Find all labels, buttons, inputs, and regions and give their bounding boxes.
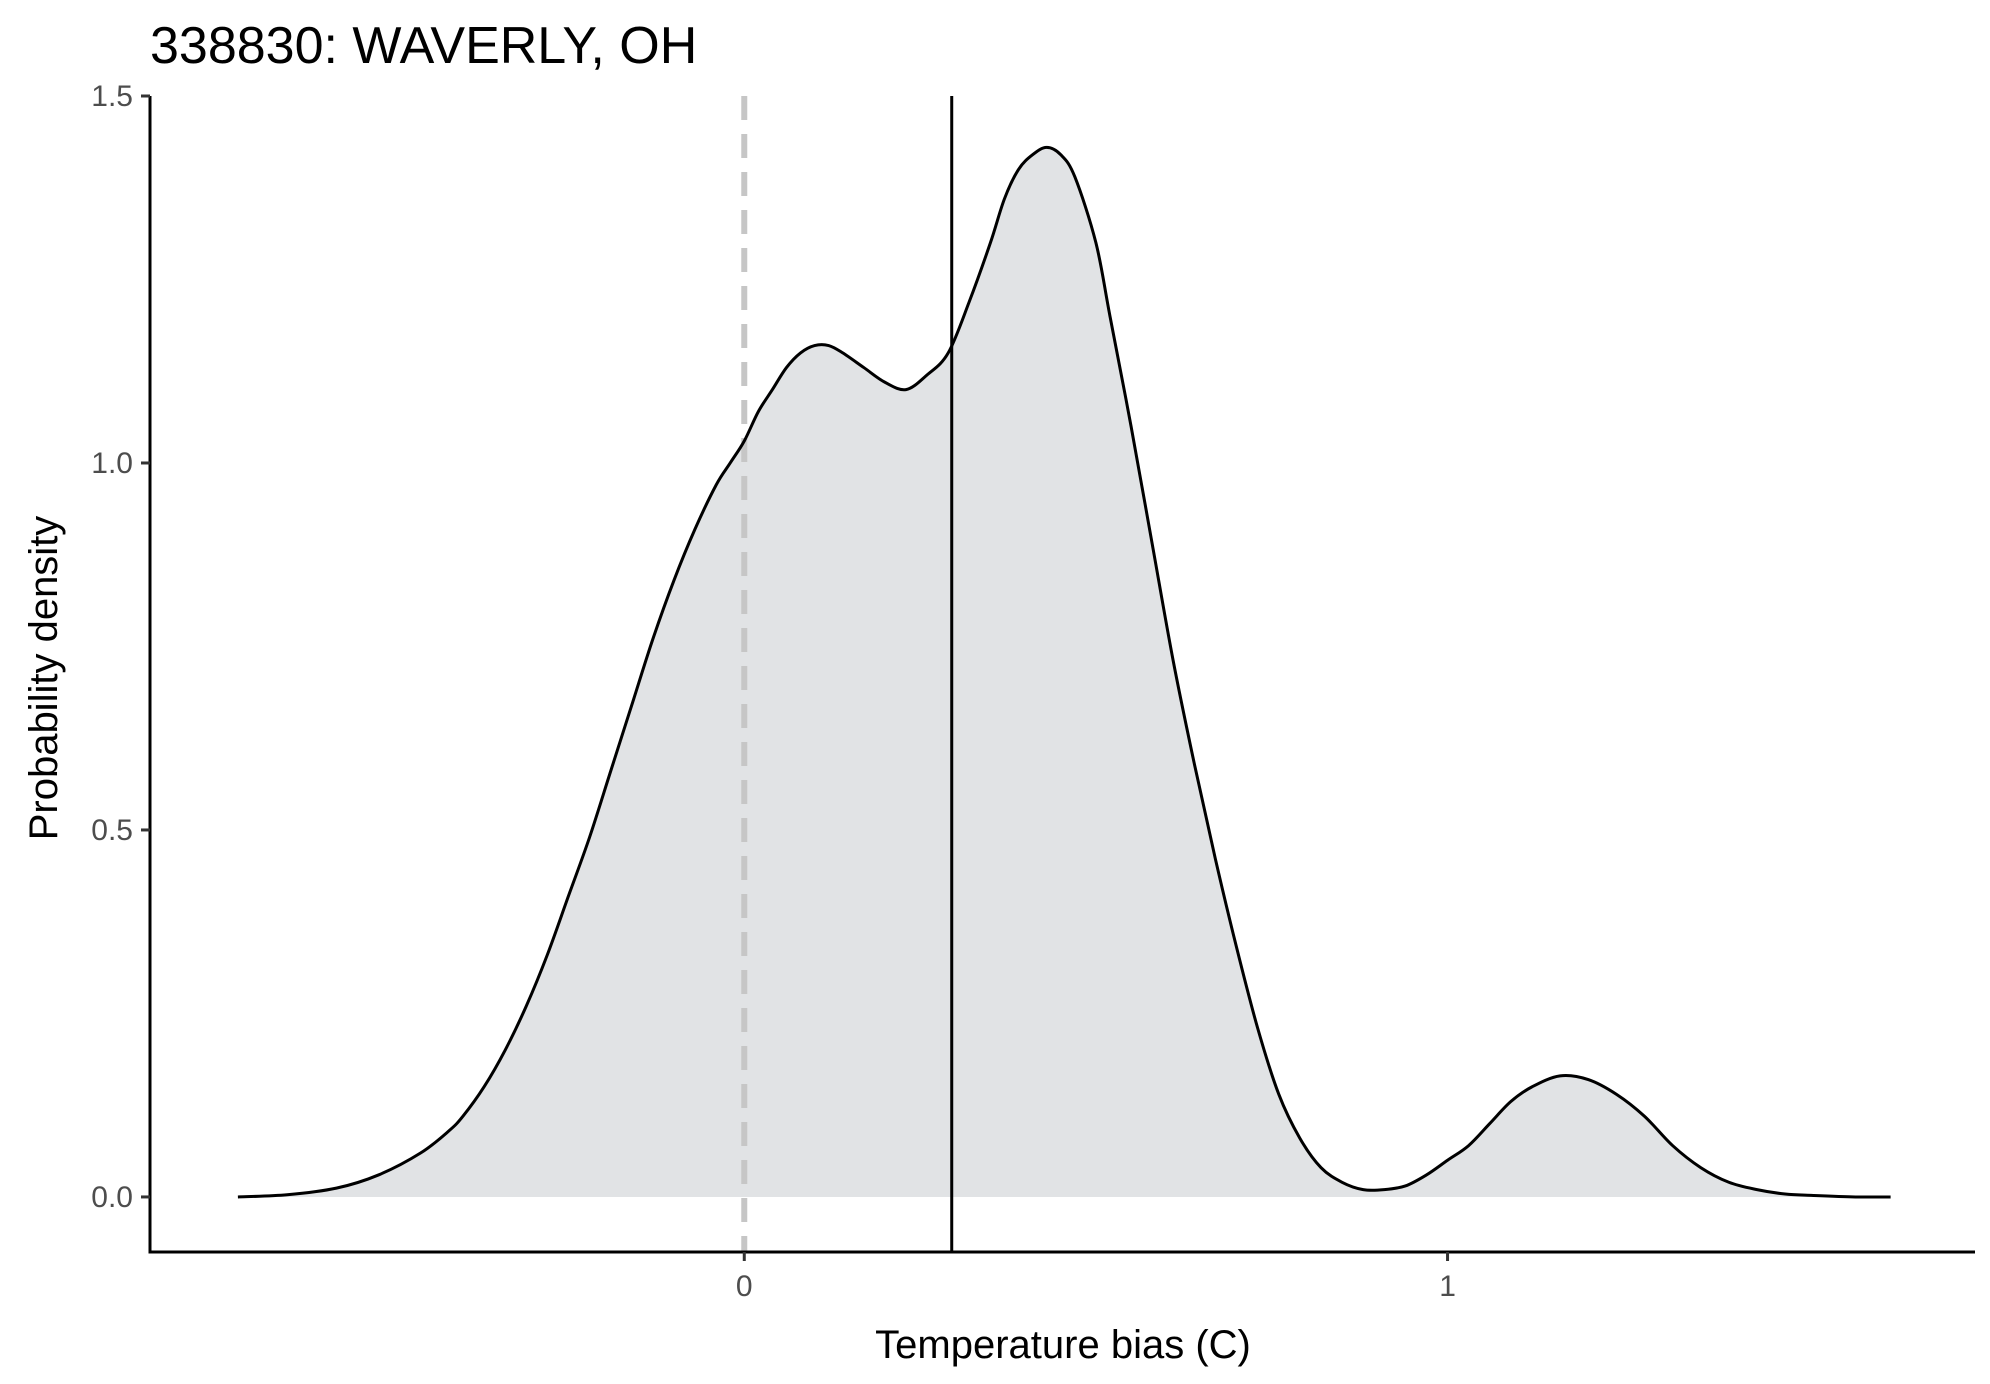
chart-title: 338830: WAVERLY, OH [150,17,697,75]
y-tick-label: 0.0 [91,1181,133,1214]
x-tick-label: 0 [736,1270,753,1303]
y-axis-ticks: 0.0 0.5 1.0 1.5 [91,80,150,1214]
x-tick-label: 1 [1439,1270,1456,1303]
y-tick-label: 0.5 [91,814,133,847]
density-curve [237,145,1891,1199]
y-tick-label: 1.0 [91,447,133,480]
density-area-fill [237,147,1891,1198]
y-axis-title: Probability density [22,516,66,841]
axes [148,96,1975,1254]
y-tick-label: 1.5 [91,80,133,113]
x-axis-title: Temperature bias (C) [875,1323,1251,1367]
plot-area [237,96,1891,1252]
